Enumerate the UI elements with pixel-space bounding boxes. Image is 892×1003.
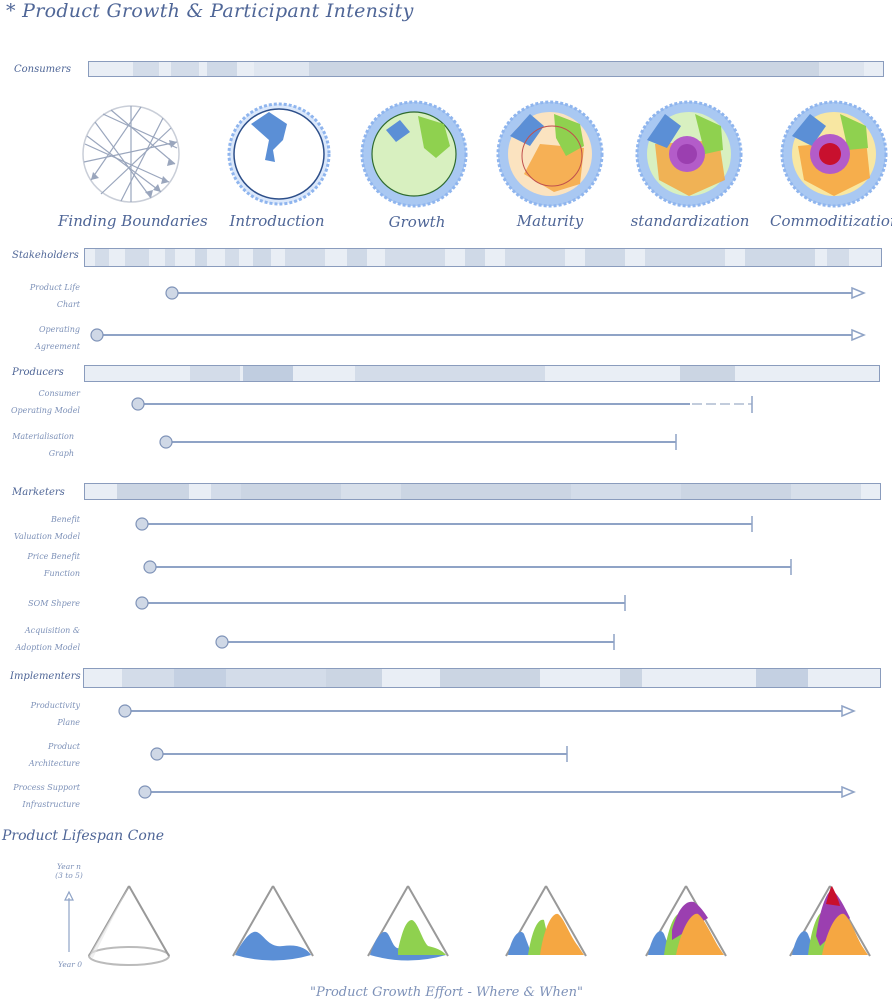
cone-5 <box>645 885 727 957</box>
row-label-price-benefit-function: Price Benefit Function <box>27 552 80 578</box>
start-dot-icon <box>135 517 149 531</box>
cone-2 <box>232 885 314 961</box>
row-label-acquisition-adoption-model: Acquisition & Adoption Model <box>15 626 80 652</box>
commoditization-circle <box>780 100 888 208</box>
stage-label-standardization: standardization <box>630 212 750 230</box>
arrow-head-icon <box>841 785 856 799</box>
start-dot-icon <box>143 560 157 574</box>
section-label-stakeholders: Stakeholders <box>12 250 79 261</box>
row-label-process-support-infrastructure: Process Support Infrastructure <box>13 783 80 809</box>
section-label-implementers: Implementers <box>10 671 81 682</box>
growth-circle <box>360 100 468 208</box>
network-circle <box>82 105 180 203</box>
row-label-som-shpere: SOM Shpere <box>28 599 80 608</box>
cone-4 <box>505 885 587 957</box>
timeline-lines <box>90 286 866 799</box>
stage-label-finding-boundaries: Finding Boundaries <box>58 212 208 230</box>
section-label-marketers: Marketers <box>12 487 65 498</box>
section-label-consumers: Consumers <box>14 64 71 75</box>
start-dot-icon <box>135 596 149 610</box>
maturity-circle <box>496 100 604 208</box>
standardization-circle <box>635 100 743 208</box>
start-dot-icon <box>215 635 229 649</box>
stage-label-maturity: Maturity <box>516 212 584 230</box>
stage-circles <box>82 100 888 208</box>
axis-arrow-icon <box>64 890 74 901</box>
page-title: * Product Growth & Participant Intensity <box>6 0 414 22</box>
row-label-benefit-valuation-model: Benefit Valuation Model <box>14 515 80 541</box>
cone-1 <box>88 885 170 966</box>
section-label-producers: Producers <box>12 367 64 378</box>
cone-3 <box>367 885 449 961</box>
start-dot-icon <box>165 286 179 300</box>
start-dot-icon <box>118 704 132 718</box>
stage-label-growth: Growth <box>388 213 446 231</box>
arrow-head-icon <box>851 328 866 342</box>
start-dot-icon <box>131 397 145 411</box>
row-label-product-life-chart: Product Life Chart <box>29 283 80 309</box>
row-label-consumer-operating-model: Consumer Operating Model <box>10 389 80 415</box>
consumers-intensity-bar <box>88 61 884 77</box>
row-label-operating-agreement: Operating Agreement <box>35 325 80 351</box>
start-dot-icon <box>150 747 164 761</box>
cone-section-title: Product Lifespan Cone <box>2 828 165 844</box>
start-dot-icon <box>138 785 152 799</box>
stage-label-introduction: Introduction <box>229 212 325 230</box>
start-dot-icon <box>159 435 173 449</box>
row-label-materialisation-graph: Materialisation Graph <box>12 432 74 458</box>
stage-label-commoditization: Commoditization <box>770 212 892 230</box>
arrow-head-icon <box>851 286 866 300</box>
cone-caption: "Product Growth Effort - Where & When" <box>310 985 583 1000</box>
row-label-productivity-plane: Productivity Plane <box>30 701 80 727</box>
introduction-circle <box>227 102 331 206</box>
axis-bottom-label: Year 0 <box>58 960 82 969</box>
producers-intensity-bar <box>84 365 880 382</box>
cone-6 <box>789 885 871 957</box>
axis-top-label: Year n (3 to 5) <box>55 862 83 880</box>
row-label-product-architecture: Product Architecture <box>28 742 80 768</box>
marketers-intensity-bar <box>84 483 881 500</box>
arrow-head-icon <box>841 704 856 718</box>
start-dot-icon <box>90 328 104 342</box>
implementers-intensity-bar <box>83 668 881 688</box>
stakeholders-intensity-bar <box>84 248 882 267</box>
